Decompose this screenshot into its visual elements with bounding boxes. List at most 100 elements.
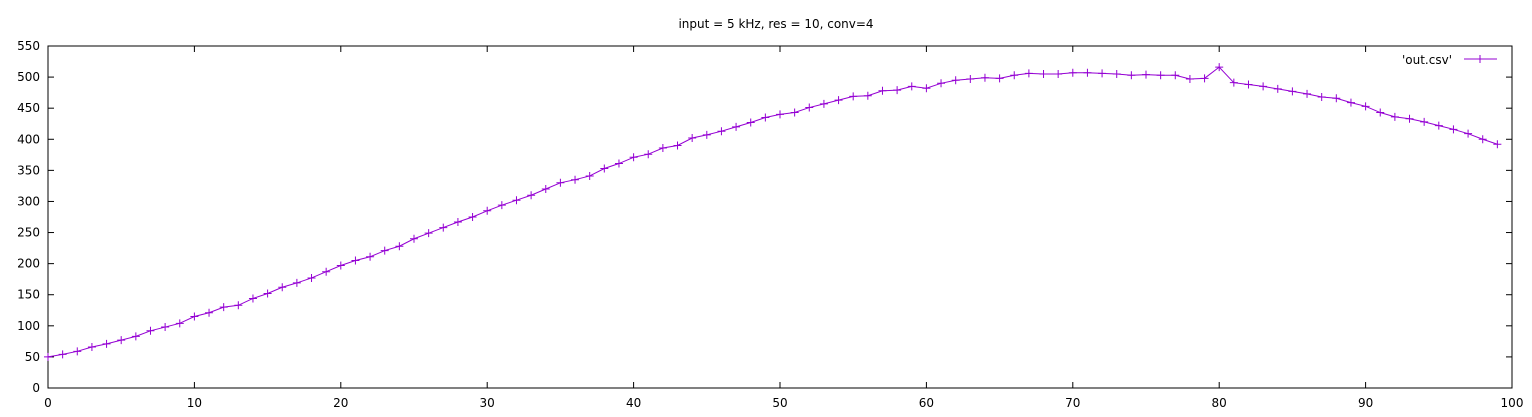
y-tick-label: 450: [17, 101, 40, 115]
data-point: [1068, 68, 1077, 77]
x-tick-labels: 0 10 20 30 40 50 60 70 80 90 100: [44, 396, 1523, 410]
data-point: [190, 312, 199, 321]
data-point: [702, 130, 711, 139]
plot-frame: [47, 45, 1513, 389]
data-point: [366, 252, 375, 261]
y-tick-labels: 0 50 100 150 200 250 300 350 400 450 500 550: [17, 39, 40, 395]
data-point: [541, 185, 550, 194]
data-point: [483, 206, 492, 215]
data-point: [1317, 92, 1326, 101]
data-point: [1054, 69, 1063, 78]
data-point: [102, 339, 111, 348]
data-point: [146, 326, 155, 335]
y-tick-label: 150: [17, 288, 40, 302]
data-point: [512, 196, 521, 205]
data-point: [453, 217, 462, 226]
x-tick-label: 100: [1501, 396, 1524, 410]
x-tick-label: 40: [626, 396, 641, 410]
data-point: [1039, 69, 1048, 78]
data-point: [1303, 89, 1312, 98]
data-point: [87, 342, 96, 351]
data-point: [117, 336, 126, 345]
data-point: [922, 84, 931, 93]
data-point: [1390, 112, 1399, 121]
y-tick-label: 500: [17, 70, 40, 84]
data-point: [658, 143, 667, 152]
chart-title: input = 5 kHz, res = 10, conv=4: [678, 17, 873, 31]
data-point: [1200, 74, 1209, 83]
x-tick-label: 80: [1212, 396, 1227, 410]
data-point: [1185, 74, 1194, 83]
data-point: [219, 303, 228, 312]
data-point: [776, 110, 784, 119]
data-point: [410, 234, 418, 243]
data-point: [424, 229, 433, 238]
data-point: [1083, 68, 1092, 77]
x-tick-label: 10: [187, 396, 202, 410]
data-point: [937, 79, 946, 88]
data-point: [688, 134, 697, 143]
data-point: [644, 150, 653, 159]
data-point: [1405, 114, 1414, 123]
data-point: [1142, 70, 1150, 79]
data-point: [234, 301, 243, 310]
data-point: [1156, 71, 1165, 80]
y-tick-label: 0: [32, 381, 40, 395]
data-point: [761, 113, 770, 122]
y-tick-label: 50: [25, 350, 40, 364]
data-point: [292, 278, 301, 287]
legend-marker: [1476, 55, 1484, 63]
y-tick-label: 550: [17, 39, 40, 53]
data-point: [1098, 69, 1107, 78]
data-point: [629, 153, 638, 162]
data-point: [673, 141, 682, 150]
data-point: [248, 294, 257, 303]
data-point: [527, 191, 536, 200]
y-tick-label: 250: [17, 226, 40, 240]
data-point: [161, 323, 170, 332]
data-point: [1332, 94, 1341, 103]
y-tick-label: 200: [17, 257, 40, 271]
data-point: [1361, 102, 1370, 111]
data-point: [863, 91, 872, 100]
data-point: [1493, 140, 1502, 149]
data-point: [1112, 69, 1121, 78]
data-point: [1259, 82, 1268, 91]
data-point: [1229, 78, 1238, 87]
data-point: [1464, 129, 1473, 138]
data-point: [1346, 98, 1355, 107]
data-point: [380, 246, 389, 255]
data-point: [278, 283, 287, 292]
data-point: [468, 213, 477, 221]
y-tick-label: 300: [17, 194, 40, 208]
data-point: [600, 164, 609, 173]
y-tick-label: 100: [17, 319, 40, 333]
data-point: [951, 76, 960, 85]
series-markers: [44, 63, 1502, 361]
data-point: [1478, 135, 1487, 144]
x-tick-label: 60: [919, 396, 934, 410]
x-tick-label: 20: [333, 396, 348, 410]
data-point: [980, 73, 989, 82]
data-point: [571, 175, 580, 184]
x-tick-label: 0: [44, 396, 52, 410]
data-point: [175, 319, 184, 328]
data-point: [732, 122, 741, 131]
data-point: [966, 74, 975, 83]
data-point: [1127, 71, 1136, 80]
data-point: [44, 352, 52, 361]
data-point: [439, 223, 448, 232]
data-point: [805, 103, 814, 112]
legend-label: 'out.csv': [1402, 53, 1452, 67]
data-point: [907, 82, 916, 91]
data-point: [73, 347, 82, 356]
data-point: [995, 74, 1004, 83]
data-point: [1449, 125, 1458, 134]
data-point: [1215, 63, 1224, 72]
y-tick-label: 400: [17, 132, 40, 146]
series-layer: [44, 63, 1502, 361]
data-point: [131, 332, 140, 341]
x-tick-label: 30: [480, 396, 495, 410]
data-point: [58, 350, 67, 359]
